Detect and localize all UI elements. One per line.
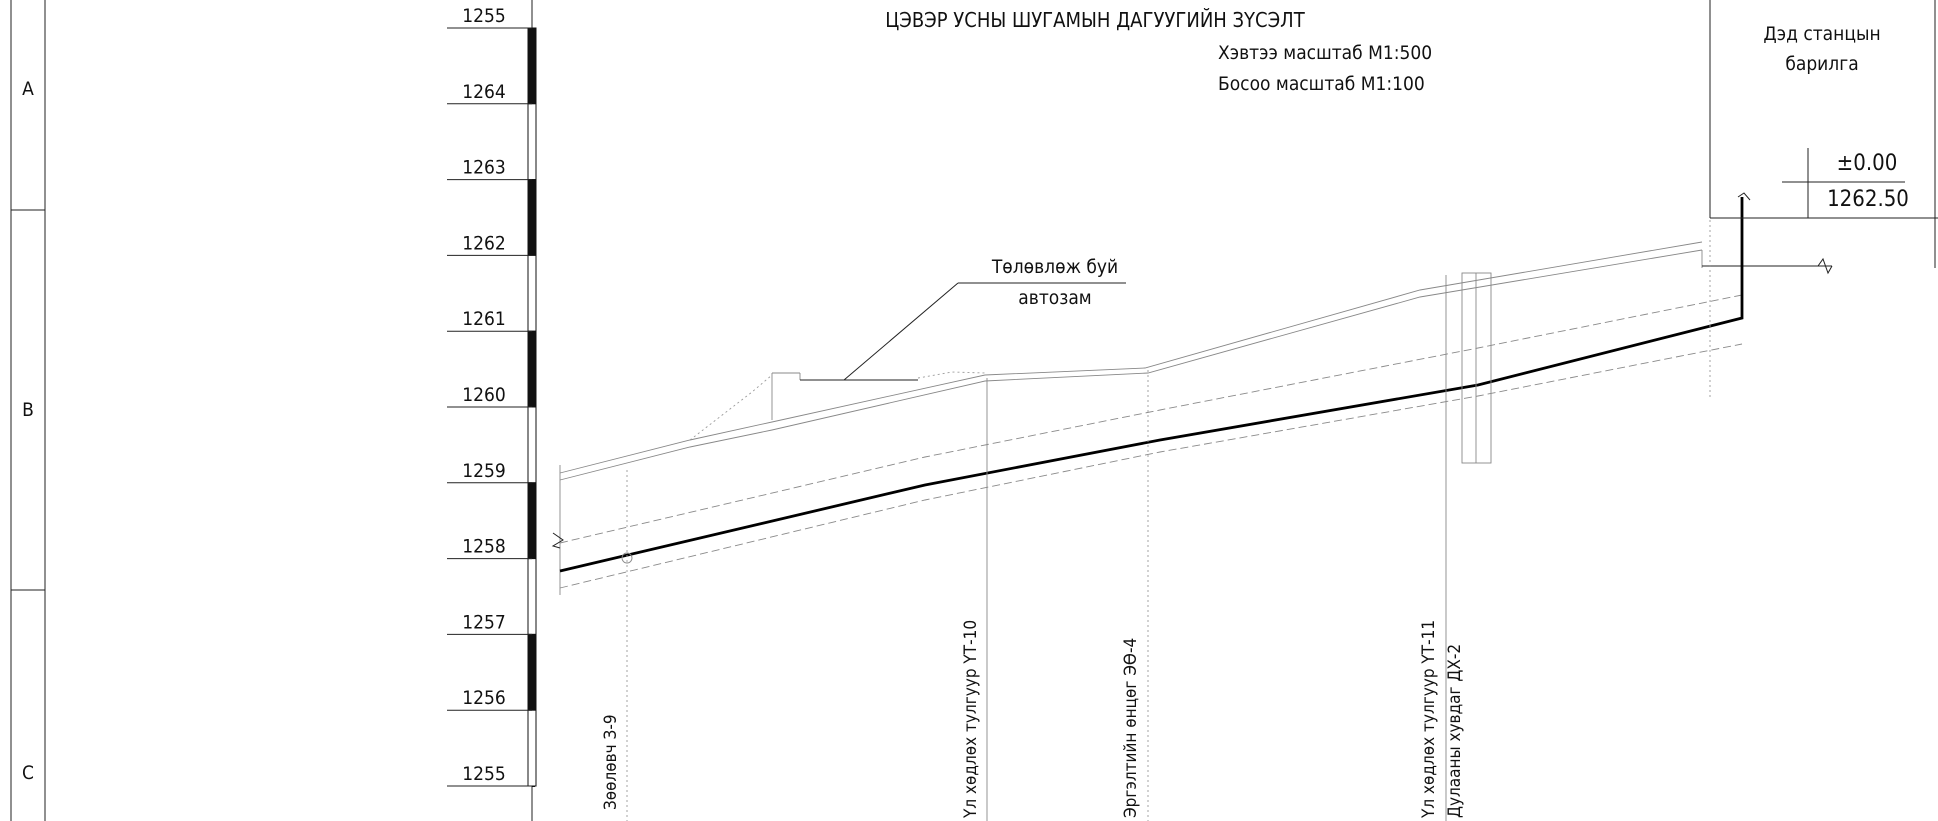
heat-channel-label: Дулааны хувдаг ДХ-2 xyxy=(1445,644,1465,818)
scale-block xyxy=(527,254,537,332)
scale-tick-label: 1256 xyxy=(462,687,506,709)
scale-tick-label: 1263 xyxy=(462,157,506,179)
elevation-scale: 1255 1264 1263 1262 1261 1260 1259 1258 1257 1256… xyxy=(447,0,537,821)
vertical-guides xyxy=(626,0,1711,821)
road-callout-line1: Төлөвлөж буй xyxy=(991,256,1118,278)
scale-block xyxy=(527,103,537,181)
scale-tick-label: 1261 xyxy=(462,308,506,330)
road-callout: Төлөвлөж буй автозам xyxy=(843,256,1126,381)
row-label-b: B xyxy=(22,399,34,421)
station-label-line2: барилга xyxy=(1785,53,1858,75)
support-ut11-label: Үл хөдлөх тулгуур ҮТ-11 xyxy=(1419,620,1439,819)
station-level-absolute: 1262.50 xyxy=(1827,187,1909,212)
support-ut10-label: Үл хөдлөх тулгуур ҮТ-10 xyxy=(961,620,981,819)
vertical-scale: Босоо масштаб М1:100 xyxy=(1218,73,1425,95)
scale-block xyxy=(527,27,537,105)
drawing-title: ЦЭВЭР УСНЫ ШУГАМЫН ДАГУУГИЙН ЗҮСЭЛТ xyxy=(885,8,1305,32)
heat-channel xyxy=(1461,272,1492,464)
scale-block xyxy=(527,558,537,635)
scale-tick-label: 1260 xyxy=(462,384,506,406)
scale-block xyxy=(527,633,537,711)
scale-tick-label: 1262 xyxy=(462,232,506,254)
scale-tick-label: 1255 xyxy=(462,763,506,785)
scale-block xyxy=(527,330,537,408)
left-frame: A B C xyxy=(10,0,46,821)
vertical-labels: Зөөлөвч З-9 Үл хөдлөх тулгуур ҮТ-10 Эргэ… xyxy=(601,620,1465,819)
scale-tick-label: 1259 xyxy=(462,460,506,482)
scale-block xyxy=(527,709,537,787)
water-pipe-line xyxy=(559,197,1744,573)
scale-blocks xyxy=(527,27,537,787)
row-label-a: A xyxy=(22,78,34,100)
scale-block xyxy=(527,179,537,256)
road-callout-line2: автозам xyxy=(1018,287,1091,309)
station-level-relative: ±0.00 xyxy=(1837,151,1898,176)
valve-label: Зөөлөвч З-9 xyxy=(601,714,621,810)
scale-tick-label: 1257 xyxy=(462,611,506,633)
row-label-c: C xyxy=(22,762,34,784)
scale-block xyxy=(527,406,537,484)
bend-label: Эргэлтийн өнцөг ЭӨ-4 xyxy=(1121,638,1141,818)
scale-tick-label: 1264 xyxy=(462,81,506,103)
scale-tick-label: 1258 xyxy=(462,536,506,558)
scale-ticks: 1255 1264 1263 1262 1261 1260 1259 1258 1257 1256… xyxy=(447,5,532,787)
substation-building: Дэд станцын барилга ±0.00 1262.50 xyxy=(1709,0,1938,268)
scale-tick-label: 1255 xyxy=(462,5,506,27)
ground-profile xyxy=(551,241,1833,595)
horizontal-scale: Хэвтээ масштаб М1:500 xyxy=(1218,42,1432,64)
scale-block xyxy=(527,482,537,560)
pipe-profile xyxy=(559,192,1751,589)
station-label-line1: Дэд станцын xyxy=(1763,23,1880,45)
